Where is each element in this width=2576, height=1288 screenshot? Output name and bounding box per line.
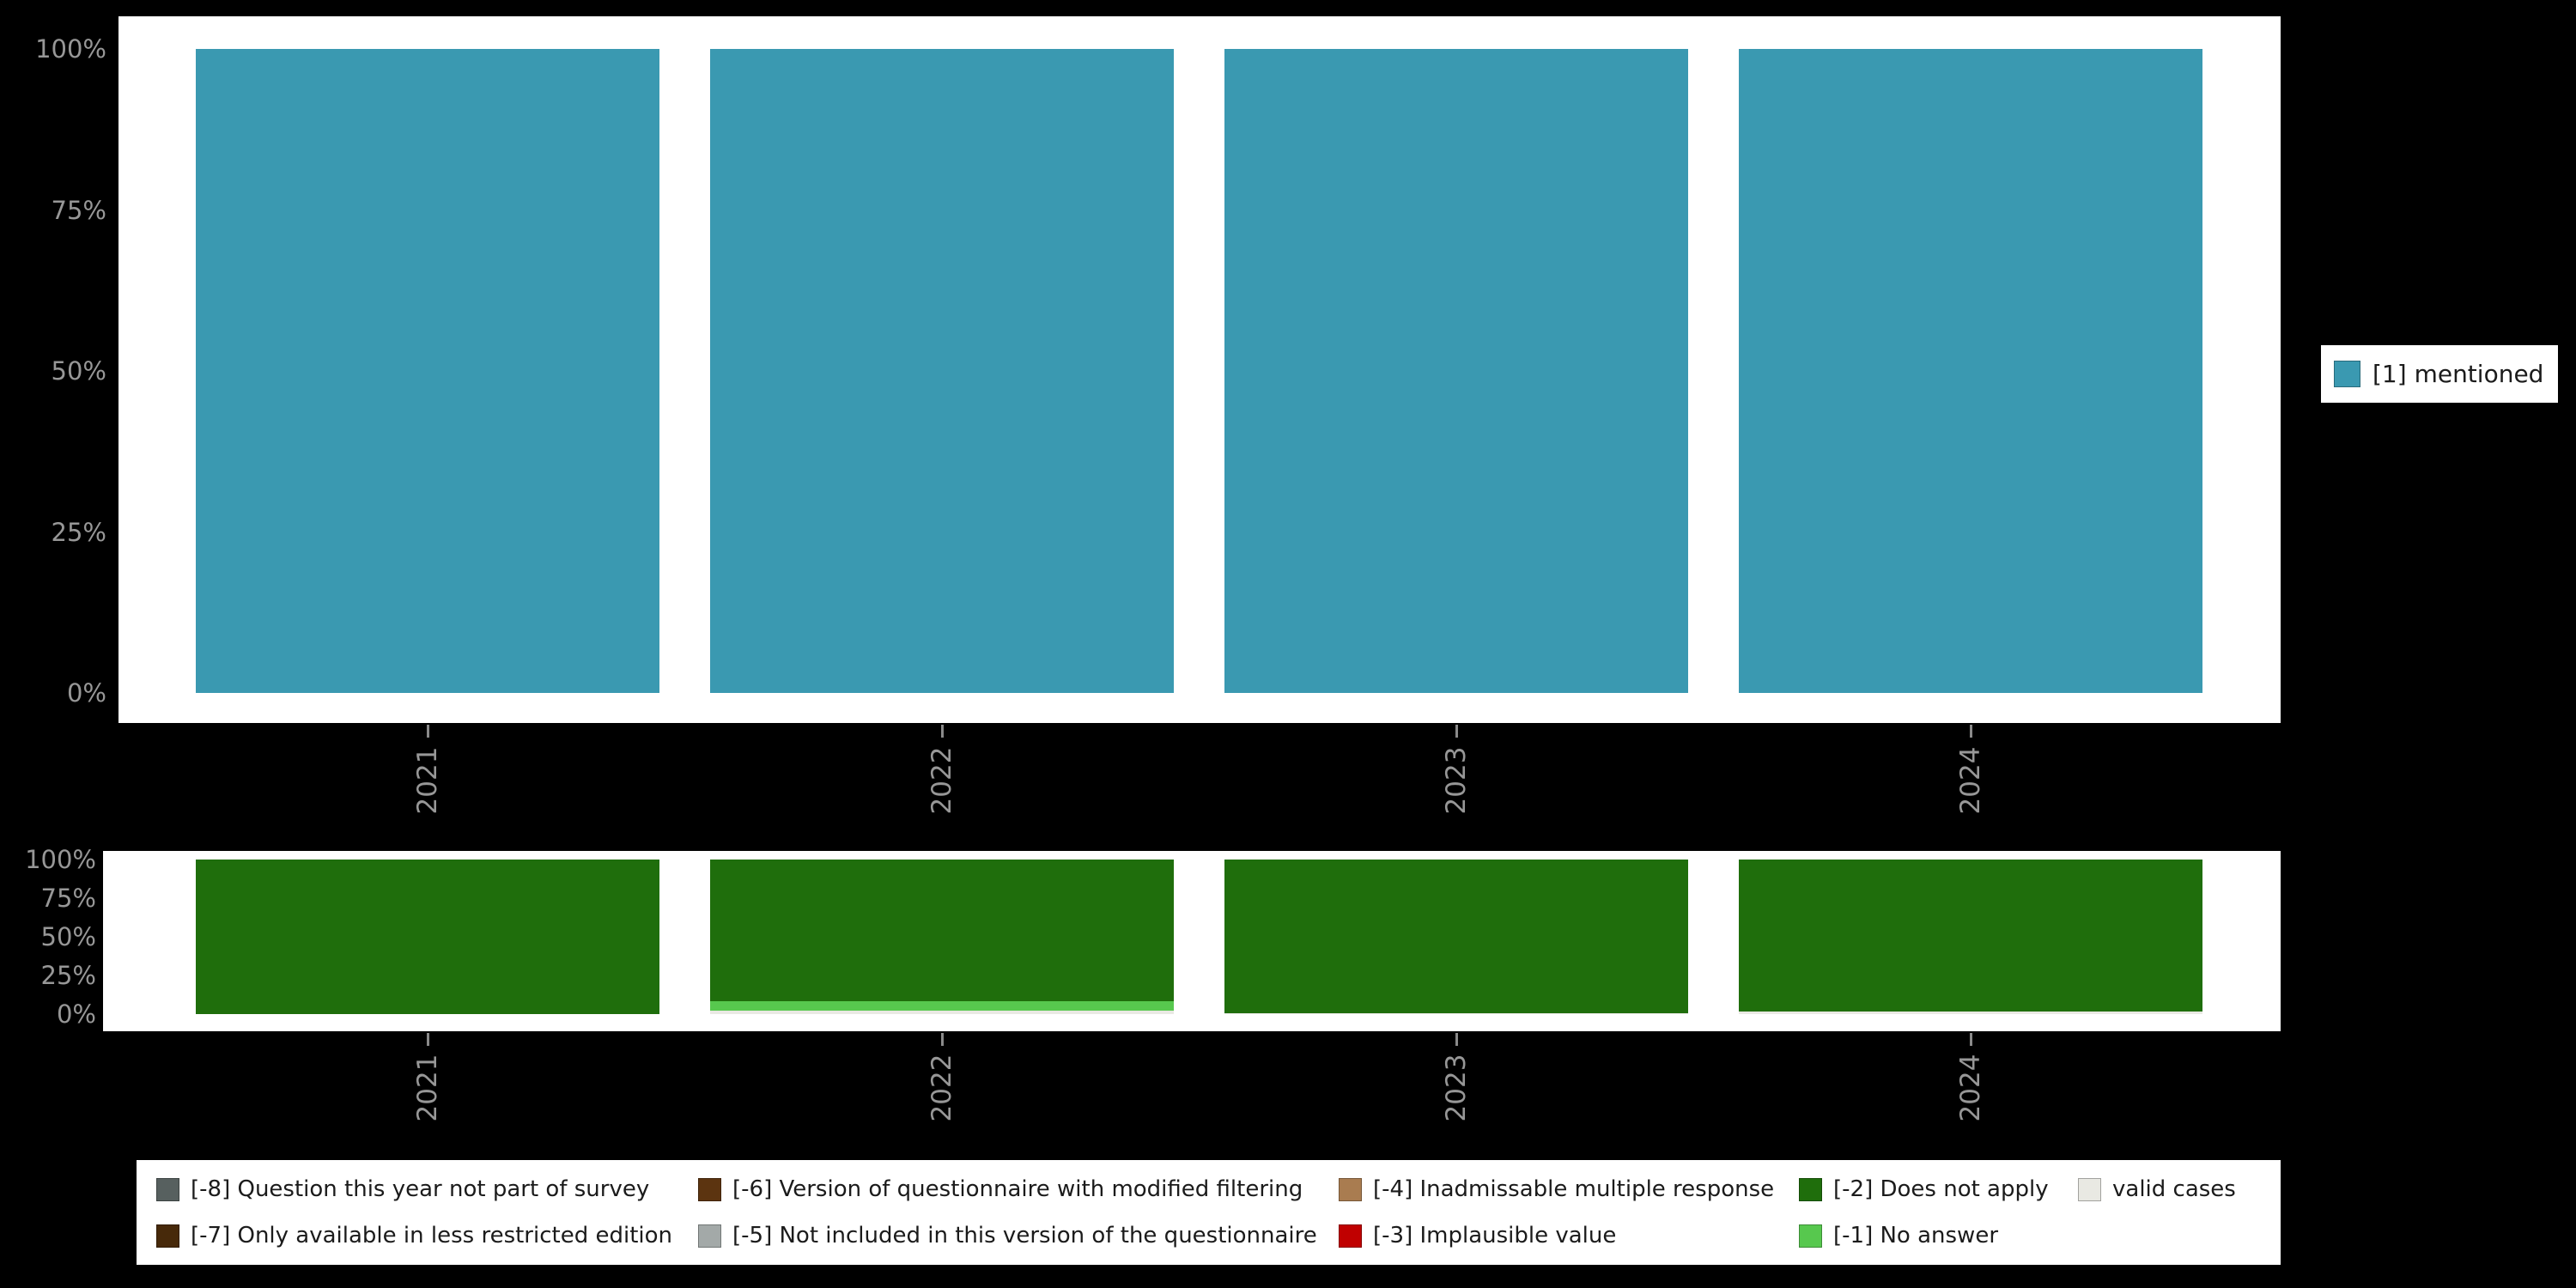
legend-item-label: valid cases: [2112, 1176, 2236, 1202]
bar-segment-[-2] Does not apply: [710, 860, 1174, 1001]
legend-item: [-5] Not included in this version of the…: [698, 1223, 1339, 1249]
bar-segment-[-2] Does not apply: [196, 860, 659, 1014]
bar-segment-[-1] No answer: [710, 1000, 1174, 1011]
legend-item-label: [-5] Not included in this version of the…: [732, 1223, 1317, 1249]
y-axis-tick-label: 50%: [51, 356, 106, 386]
bar-2021: [196, 860, 659, 1014]
legend-swatch: [156, 1177, 179, 1201]
bar-2024: [1739, 49, 2202, 693]
bar-segment-[1] mentioned: [1739, 49, 2202, 693]
legend-swatch: [156, 1224, 179, 1248]
bar-2024: [1739, 860, 2202, 1014]
legend-item: [-8] Question this year not part of surv…: [156, 1176, 698, 1202]
y-axis-tick-label: 0%: [66, 678, 106, 708]
x-axis-tick: [1455, 1033, 1458, 1046]
x-axis-tick: [941, 1033, 944, 1046]
x-axis-tick: [941, 725, 944, 738]
x-axis-tick: [427, 1033, 429, 1046]
legend-item-label: [-6] Version of questionnaire with modif…: [732, 1176, 1303, 1202]
x-axis-tick: [1970, 725, 1972, 738]
bottom-chart-panel: [103, 851, 2281, 1031]
legend-item: [-2] Does not apply: [1799, 1176, 2078, 1202]
x-axis-label-2022: 2022: [927, 746, 957, 815]
mentioned-legend-label: [1] mentioned: [2372, 360, 2544, 388]
bar-2021: [196, 49, 659, 693]
bar-segment-[1] mentioned: [196, 49, 659, 693]
legend-swatch: [1339, 1224, 1362, 1248]
series-legend: [1] mentioned: [2321, 345, 2558, 403]
legend-item-label: [-4] Inadmissable multiple response: [1373, 1176, 1775, 1202]
x-axis-tick: [1455, 725, 1458, 738]
y-axis-tick-label: 100%: [35, 34, 106, 64]
bar-segment-valid cases: [1224, 1013, 1688, 1014]
legend-swatch: [698, 1224, 721, 1248]
legend-item-label: [-2] Does not apply: [1833, 1176, 2049, 1202]
x-axis-label-2021: 2021: [412, 1054, 443, 1122]
y-axis-tick-label: 100%: [25, 845, 96, 874]
y-axis-tick-label: 75%: [51, 195, 106, 225]
bar-segment-[-2] Does not apply: [1739, 860, 2202, 1012]
y-axis-tick-label: 50%: [40, 922, 96, 951]
bar-segment-valid cases: [1739, 1012, 2202, 1014]
legend-swatch: [1339, 1177, 1362, 1201]
legend-item-label: [-1] No answer: [1833, 1223, 1999, 1249]
bar-segment-valid cases: [710, 1010, 1174, 1014]
bar-2023: [1224, 860, 1688, 1014]
x-axis-label-2021: 2021: [412, 746, 443, 815]
legend-item: [-7] Only available in less restricted e…: [156, 1223, 698, 1249]
legend-item: [-4] Inadmissable multiple response: [1339, 1176, 1799, 1202]
x-axis-label-2023: 2023: [1441, 746, 1472, 815]
bar-segment-[1] mentioned: [710, 49, 1174, 693]
y-axis-tick-label: 0%: [56, 999, 96, 1029]
y-axis-tick-label: 25%: [40, 961, 96, 990]
legend-item: [-3] Implausible value: [1339, 1223, 1799, 1249]
x-axis-label-2024: 2024: [1955, 746, 1986, 815]
x-axis-tick: [427, 725, 429, 738]
y-axis-tick-label: 75%: [40, 884, 96, 913]
bar-2022: [710, 860, 1174, 1014]
legend-swatch: [1799, 1177, 1822, 1201]
top-chart-panel: [118, 16, 2281, 723]
bar-segment-[-2] Does not apply: [1224, 860, 1688, 1014]
legend-item-label: [-3] Implausible value: [1373, 1223, 1617, 1249]
legend-swatch: [2078, 1177, 2101, 1201]
x-axis-label-2022: 2022: [927, 1054, 957, 1122]
x-axis-label-2024: 2024: [1955, 1054, 1986, 1122]
mentioned-legend-swatch: [2334, 361, 2360, 387]
x-axis-label-2023: 2023: [1441, 1054, 1472, 1122]
x-axis-tick: [1970, 1033, 1972, 1046]
missing-values-legend: [-8] Question this year not part of surv…: [137, 1160, 2281, 1265]
y-axis-tick-label: 25%: [51, 517, 106, 547]
bar-2022: [710, 49, 1174, 693]
bar-2023: [1224, 49, 1688, 693]
legend-swatch: [1799, 1224, 1822, 1248]
legend-item-label: [-7] Only available in less restricted e…: [191, 1223, 673, 1249]
legend-item: [-1] No answer: [1799, 1223, 2078, 1249]
legend-item: [-6] Version of questionnaire with modif…: [698, 1176, 1339, 1202]
legend-item: valid cases: [2078, 1176, 2281, 1202]
legend-item-label: [-8] Question this year not part of surv…: [191, 1176, 650, 1202]
bar-segment-[1] mentioned: [1224, 49, 1688, 693]
legend-swatch: [698, 1177, 721, 1201]
